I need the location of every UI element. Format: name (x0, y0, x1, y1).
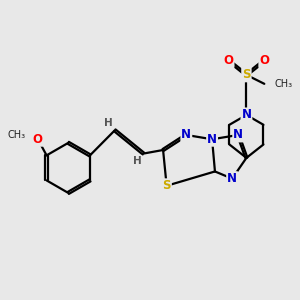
Text: O: O (259, 54, 269, 67)
Text: N: N (181, 128, 191, 142)
Text: N: N (242, 108, 251, 122)
Text: S: S (162, 179, 171, 192)
Text: O: O (33, 133, 43, 146)
Text: CH₃: CH₃ (274, 79, 292, 89)
Text: O: O (224, 54, 233, 67)
Text: N: N (227, 172, 237, 185)
Text: H: H (104, 118, 113, 128)
Text: CH₃: CH₃ (7, 130, 26, 140)
Text: H: H (133, 156, 141, 166)
Text: N: N (233, 128, 243, 142)
Text: S: S (242, 68, 251, 81)
Text: N: N (207, 133, 217, 146)
